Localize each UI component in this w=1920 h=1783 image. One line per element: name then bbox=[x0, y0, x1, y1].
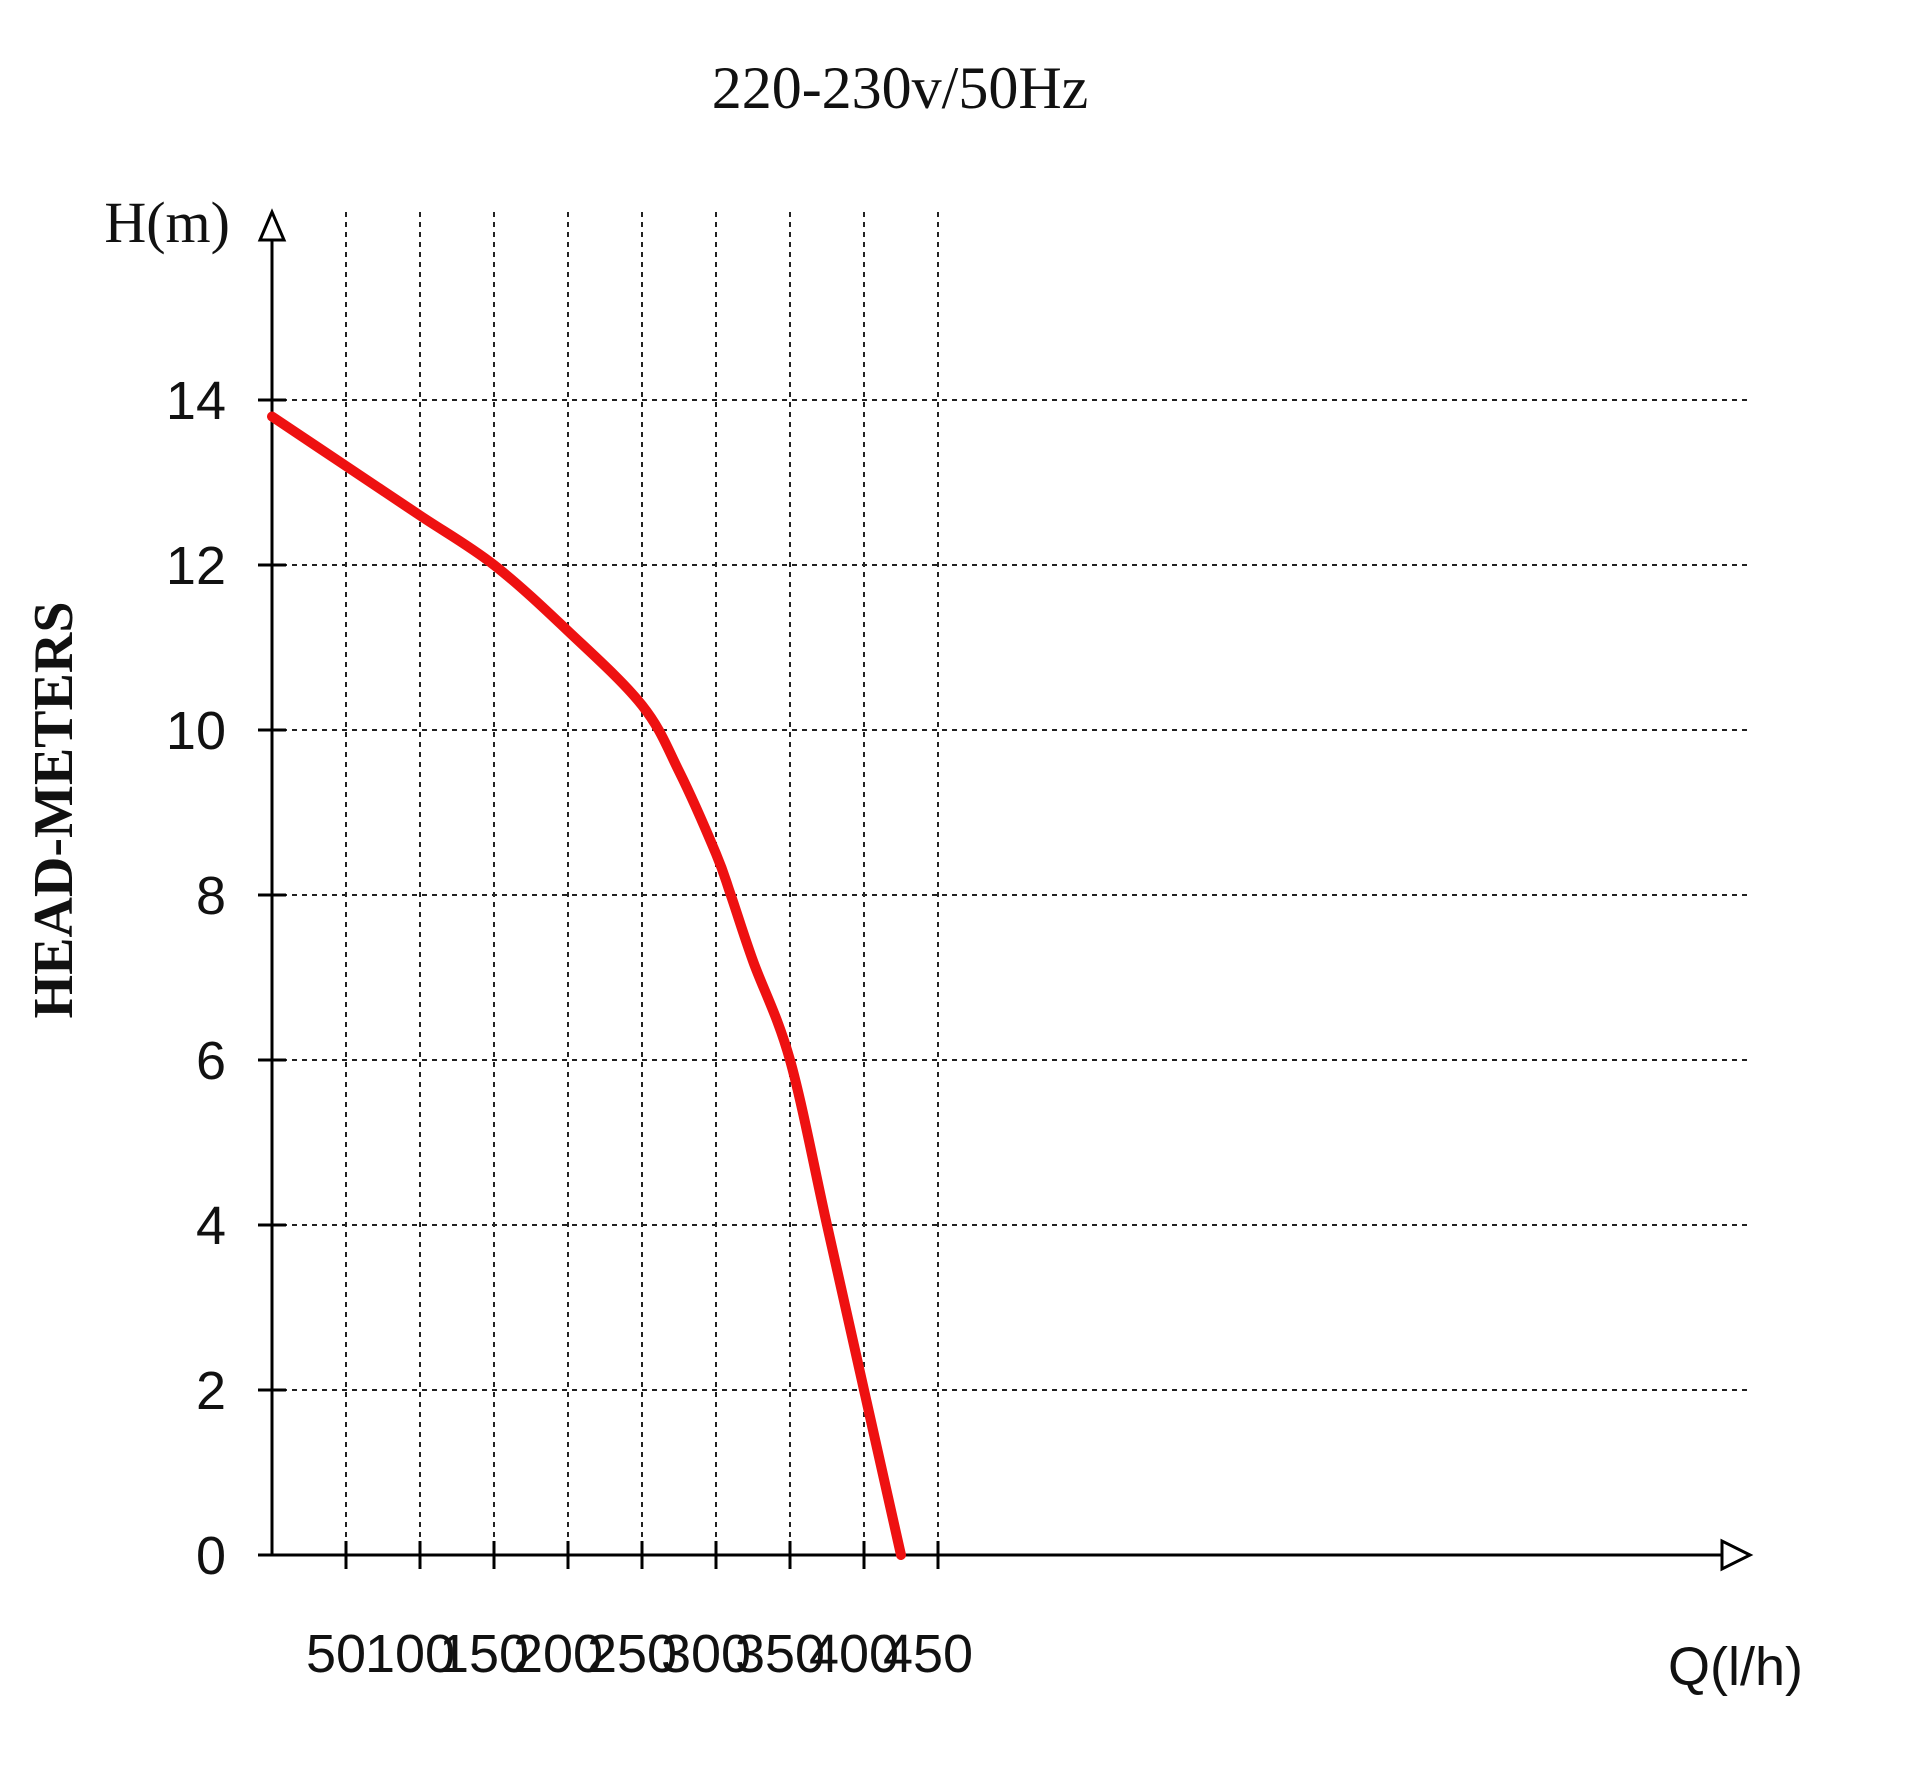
y-tick-label: 2 bbox=[196, 1361, 226, 1421]
x-tick-label: 300 bbox=[661, 1624, 751, 1684]
grid bbox=[272, 212, 1750, 1555]
ticks bbox=[258, 398, 940, 1569]
y-tick-label: 10 bbox=[166, 701, 226, 761]
x-tick-label: 200 bbox=[513, 1624, 603, 1684]
chart-title: 220-230v/50Hz bbox=[712, 55, 1089, 121]
x-tick-label: 250 bbox=[587, 1624, 677, 1684]
x-tick-label: 400 bbox=[809, 1624, 899, 1684]
series bbox=[267, 411, 906, 1560]
x-tick-label: 100 bbox=[365, 1624, 455, 1684]
x-tick-label: 150 bbox=[439, 1624, 529, 1684]
x-tick-label: 50 bbox=[306, 1624, 366, 1684]
y-tick-label: 8 bbox=[196, 866, 226, 926]
y-axis-unit-label: H(m) bbox=[104, 190, 230, 255]
x-tick-label: 450 bbox=[883, 1624, 973, 1684]
y-tick-label: 12 bbox=[166, 536, 226, 596]
y-tick-label: 6 bbox=[196, 1031, 226, 1091]
x-axis-unit-label: Q(l/h) bbox=[1668, 1637, 1803, 1697]
x-axis-arrowhead bbox=[1720, 1538, 1754, 1572]
series-line-head-curve bbox=[267, 411, 906, 1560]
axes bbox=[257, 208, 1754, 1572]
y-tick-label: 14 bbox=[166, 371, 226, 431]
y-tick-label: 0 bbox=[196, 1526, 226, 1586]
x-tick-label: 350 bbox=[735, 1624, 825, 1684]
y-axis-arrowhead bbox=[257, 208, 287, 242]
y-tick-label: 4 bbox=[196, 1196, 226, 1256]
y-axis-label: HEAD-METERS bbox=[23, 602, 85, 1019]
